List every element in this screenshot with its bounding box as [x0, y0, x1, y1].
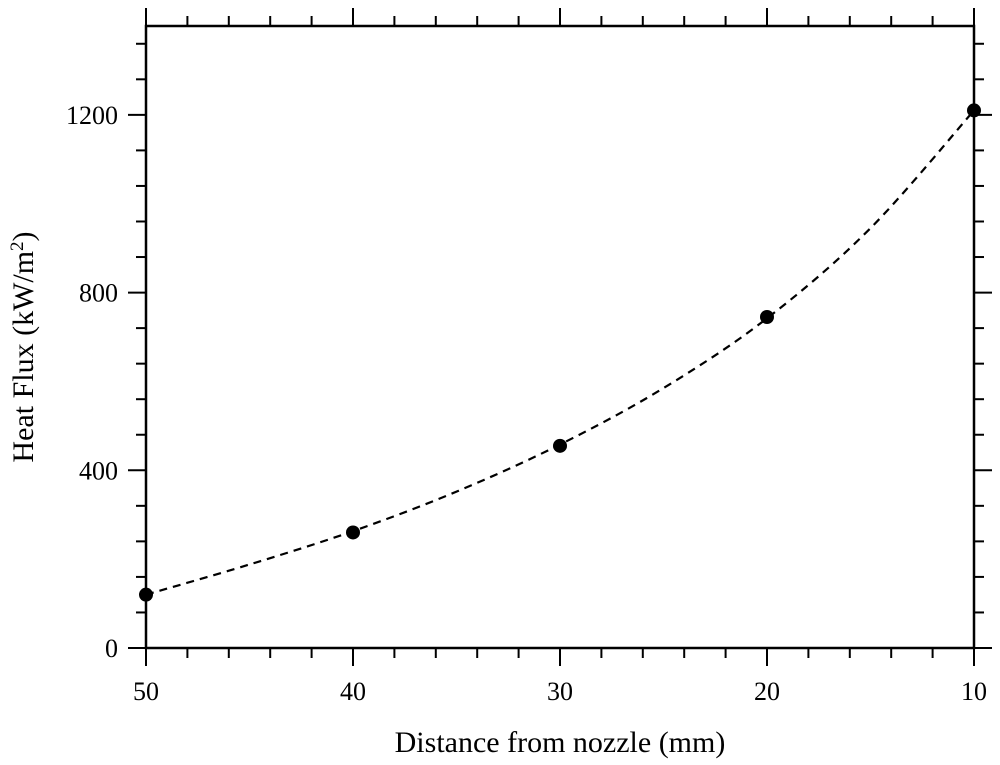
data-point — [760, 310, 774, 325]
x-axis-title: Distance from nozzle (mm) — [395, 726, 726, 759]
x-tick-label: 40 — [340, 677, 366, 706]
x-tick-label: 10 — [961, 677, 987, 706]
y-axis-title-superscript: 2 — [7, 241, 28, 251]
y-tick-labels: 0 400 800 1200 — [66, 101, 118, 663]
data-point — [346, 525, 360, 540]
data-point — [553, 438, 567, 453]
data-points — [139, 103, 981, 602]
plot-frame — [144, 24, 976, 650]
fit-curve — [145, 109, 975, 596]
y-tick-label: 0 — [105, 634, 118, 663]
axis-ticks — [128, 8, 992, 666]
y-tick-label: 400 — [79, 456, 118, 485]
y-axis-title-main: Heat Flux (kW/m — [7, 251, 40, 463]
y-axis-title-tail: ) — [7, 231, 40, 241]
y-tick-label: 800 — [79, 279, 118, 308]
x-tick-labels: 50 40 30 20 10 — [133, 677, 987, 706]
x-tick-label: 50 — [133, 677, 159, 706]
y-axis-title: Heat Flux (kW/m2) — [7, 231, 41, 462]
y-tick-label: 1200 — [66, 101, 118, 130]
x-tick-label: 30 — [547, 677, 573, 706]
x-tick-label: 20 — [754, 677, 780, 706]
